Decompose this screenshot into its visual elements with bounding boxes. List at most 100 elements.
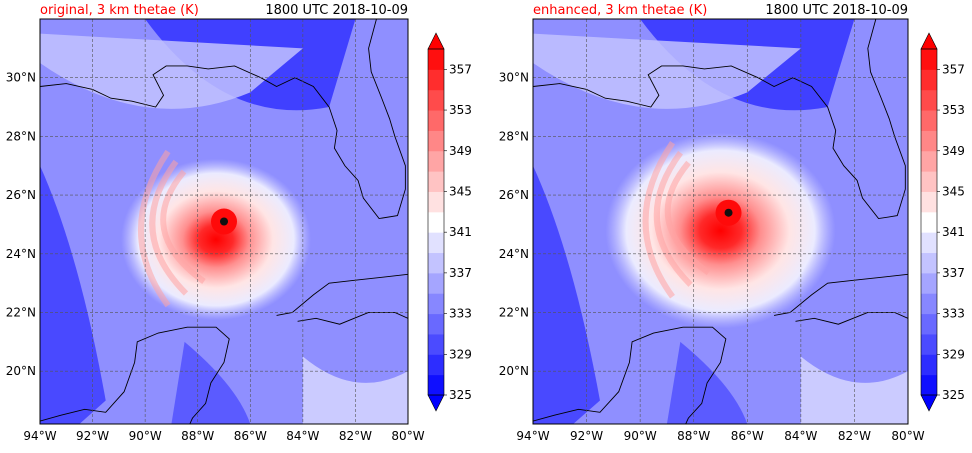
axes-frame [39, 18, 409, 425]
colorbar: 325 329 333 337 341 345 349 353 357 [920, 32, 965, 412]
rainband [138, 149, 171, 308]
colorbar-level [428, 374, 444, 396]
colorbar-level [921, 374, 937, 396]
rainband [653, 150, 693, 287]
colorbar-level [921, 171, 937, 192]
colorbar-tick-label: 357 [942, 62, 965, 76]
y-tick-label: 24°N [6, 247, 36, 261]
colorbar-level [921, 69, 937, 91]
colorbar-level [428, 211, 444, 233]
colorbar-level [428, 171, 444, 192]
colorbar-frame [920, 48, 938, 396]
colorbar-level [921, 272, 937, 294]
colorbar-tick-label: 325 [449, 388, 472, 402]
colorbar-level [921, 49, 937, 70]
x-tick-label: 94°W [23, 429, 56, 443]
panel-title: original, 3 km thetae (K) [40, 3, 199, 18]
y-tick-label: 22°N [499, 305, 529, 319]
colorbar-level [921, 354, 937, 376]
colorbar-level [428, 272, 444, 294]
x-tick-label: 94°W [516, 429, 549, 443]
x-tick-label: 92°W [76, 429, 109, 443]
colorbar-level [428, 89, 444, 111]
colorbar-tick-label: 357 [449, 62, 472, 76]
colorbar-level [921, 89, 937, 111]
storm-eye [220, 217, 228, 226]
colorbar-level [921, 313, 937, 335]
y-tick-label: 30°N [6, 71, 36, 85]
x-tick-label: 90°W [624, 429, 657, 443]
y-tick-label: 20°N [6, 364, 36, 378]
coastline [795, 312, 908, 325]
colorbar-tick-label: 345 [942, 184, 965, 198]
rainband [642, 141, 676, 299]
storm-eye [724, 208, 733, 217]
y-tick-label: 28°N [499, 129, 529, 143]
field-band [40, 33, 303, 109]
coastline [297, 312, 408, 325]
y-tick-label: 26°N [6, 188, 36, 202]
colorbar-tick-label: 349 [449, 144, 472, 158]
y-tick-label: 24°N [499, 247, 529, 261]
colorbar-level [921, 110, 937, 131]
x-tick-label: 90°W [129, 429, 162, 443]
colorbar-level [921, 252, 937, 274]
colorbar-level [921, 232, 937, 254]
y-tick-label: 30°N [499, 71, 529, 85]
rainband [149, 159, 189, 296]
colorbar-tick-label: 341 [449, 225, 472, 239]
panel-original: 94°W 92°W 90°W 88°W 86°W 84°W 82°W 80°W 20°N 22°N… [6, 3, 472, 443]
colorbar-level [921, 150, 937, 172]
x-tick-label: 82°W [838, 429, 871, 443]
colorbar-tick-label: 353 [449, 103, 472, 117]
field-band [533, 33, 801, 109]
colorbar-tick-label: 333 [449, 307, 472, 321]
coastline [40, 326, 230, 424]
colorbar-level [428, 150, 444, 172]
x-tick-label: 86°W [731, 429, 764, 443]
x-tick-label: 80°W [891, 429, 924, 443]
colorbar-level [428, 49, 444, 70]
colorbar-tick-label: 329 [942, 347, 965, 361]
colorbar-frame [427, 48, 445, 396]
colorbar-level [428, 191, 444, 213]
x-tick-label: 86°W [234, 429, 267, 443]
colorbar-level [428, 130, 444, 152]
coastline [533, 326, 727, 424]
colorbar-level [428, 252, 444, 274]
colorbar-level [921, 130, 937, 152]
field-band [40, 165, 106, 424]
theta-e-field [40, 19, 408, 424]
colorbar-tick-label: 325 [942, 388, 965, 402]
colorbar-tick-label: 337 [449, 266, 472, 280]
x-tick-label: 84°W [286, 429, 319, 443]
x-tick-label: 82°W [339, 429, 372, 443]
y-tick-label: 20°N [499, 364, 529, 378]
colorbar-extend-max [427, 32, 445, 50]
colorbar-level [428, 110, 444, 131]
axes-frame [532, 18, 909, 425]
x-tick-label: 84°W [784, 429, 817, 443]
x-tick-label: 88°W [181, 429, 214, 443]
rainband [664, 160, 711, 276]
colorbar-tick-label: 353 [942, 103, 965, 117]
y-tick-label: 28°N [6, 129, 36, 143]
colorbar-level [921, 293, 937, 315]
y-tick-label: 22°N [6, 305, 36, 319]
colorbar-extend-min [920, 394, 938, 412]
theta-e-field [533, 19, 908, 424]
x-tick-label: 80°W [391, 429, 424, 443]
colorbar-extend-min [427, 394, 445, 412]
colorbar-tick-label: 333 [942, 307, 965, 321]
colorbar-level [428, 333, 444, 355]
coastline [40, 19, 406, 220]
y-tick-label: 26°N [499, 188, 529, 202]
colorbar-tick-label: 341 [942, 225, 965, 239]
colorbar-tick-label: 349 [942, 144, 965, 158]
colorbar-level [428, 354, 444, 376]
x-tick-label: 88°W [677, 429, 710, 443]
panel-time: 1800 UTC 2018-10-09 [265, 3, 408, 18]
colorbar-level [428, 232, 444, 254]
x-tick-label: 92°W [570, 429, 603, 443]
